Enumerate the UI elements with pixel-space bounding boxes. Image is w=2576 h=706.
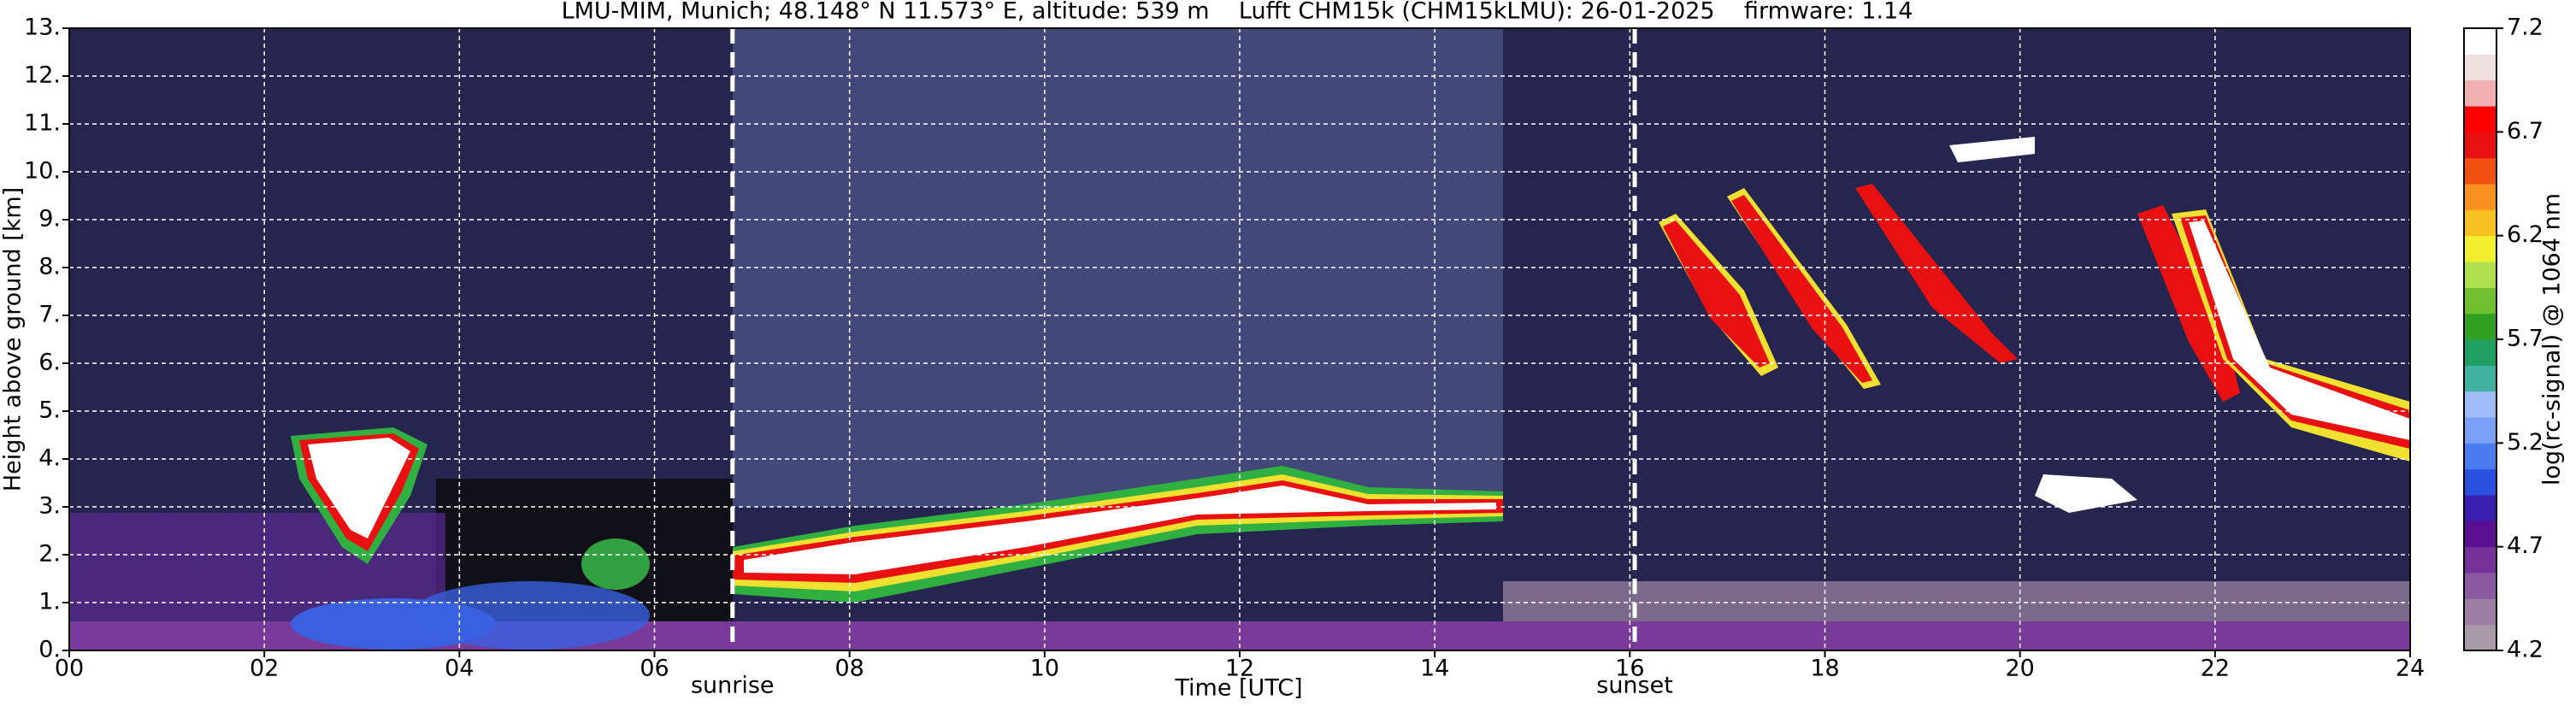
y-tick-label: 5. [38,397,61,424]
colorbar-segment [2464,157,2496,185]
colorbar-segment [2464,624,2496,651]
y-axis-label: Height above ground [km] [0,187,27,491]
y-tick-label: 8. [38,254,61,280]
colorbar-segment [2464,184,2496,210]
chart-title: LMU-MIM, Munich; 48.148° N 11.573° E, al… [562,0,1913,25]
colorbar-tick-label: 4.7 [2507,532,2544,559]
colorbar-segment [2464,417,2496,444]
colorbar-segment [2464,79,2496,107]
x-tick-label: 10 [1030,656,1059,682]
colorbar-tick-label: 7.2 [2507,15,2544,41]
y-tick-label: 1. [38,589,61,615]
colorbar-tick-label: 6.2 [2507,221,2544,248]
x-axis-label: Time [UTC] [1174,675,1302,702]
colorbar-segment [2464,287,2496,315]
x-tick-label: 20 [2005,656,2034,682]
y-tick-label: 9. [38,206,61,232]
y-tick-label: 10. [24,158,61,185]
colorbar-segment [2464,521,2496,548]
y-tick-label: 2. [38,541,61,568]
y-tick-label: 11. [24,110,61,137]
colorbar-segment [2464,339,2496,366]
y-tick-label: 6. [38,350,61,376]
colorbar-segment [2464,443,2496,470]
y-tick-label: 0. [38,637,61,663]
x-tick-label: 12 [1225,656,1254,682]
colorbar-segment [2464,106,2496,132]
colorbar-segment [2464,54,2496,81]
y-tick-label: 13. [24,15,61,41]
colorbar-label: log(rc-signal) @ 1064 nm [2539,193,2566,485]
colorbar-segment [2464,28,2496,55]
colorbar-segment [2464,546,2496,574]
colorbar-segment [2464,365,2496,392]
colorbar-tick-label: 5.7 [2507,326,2544,352]
x-tick-label: 08 [834,656,864,682]
colorbar-tick-label: 4.2 [2507,637,2544,663]
y-tick-label: 12. [24,62,61,89]
colorbar-segment [2464,391,2496,418]
y-tick-label: 7. [38,302,61,328]
y-tick-label: 4. [38,445,61,472]
annotation-label: sunrise [691,673,775,699]
colorbar-segment [2464,132,2496,159]
colorbar-segment [2464,468,2496,496]
colorbar-segment [2464,262,2496,288]
x-tick-label: 14 [1420,656,1449,682]
colorbar-segment [2464,209,2496,237]
x-tick-label: 00 [55,656,84,682]
plot-frame [68,27,2411,651]
colorbar-segment [2464,313,2496,340]
x-tick-label: 16 [1615,656,1644,682]
colorbar-segment [2464,235,2496,262]
x-tick-label: 04 [445,656,474,682]
x-tick-label: 06 [640,656,669,682]
colorbar-segment [2464,495,2496,521]
annotation-label: sunset [1596,673,1673,699]
x-tick-label: 18 [1810,656,1839,682]
x-tick-label: 22 [2201,656,2230,682]
colorbar-tick-label: 6.7 [2507,118,2544,144]
x-tick-label: 02 [250,656,279,682]
colorbar-tick-label: 5.2 [2507,429,2544,456]
x-tick-label: 24 [2396,656,2425,682]
colorbar-segment [2464,573,2496,599]
colorbar-segment [2464,598,2496,626]
y-tick-label: 3. [38,493,61,520]
